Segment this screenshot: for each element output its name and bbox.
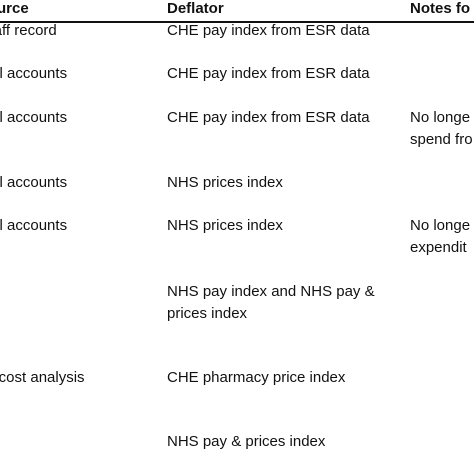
row-6-deflator-line-1: NHS pay index and NHS pay & xyxy=(167,283,375,300)
row-8-deflator: NHS pay & prices index xyxy=(167,433,326,450)
row-5-source: tional accounts xyxy=(0,217,68,234)
row-7-source: ition cost analysis xyxy=(0,369,85,386)
row-3-notes-line-2: spend fro xyxy=(410,131,473,148)
row-2-deflator: CHE pay index from ESR data xyxy=(167,65,370,82)
row-4-source: tional accounts xyxy=(0,174,68,191)
header-deflator: Deflator xyxy=(167,0,224,17)
row-3-notes-line-1: No longe xyxy=(410,109,471,126)
row-5-deflator: NHS prices index xyxy=(167,217,283,234)
row-6-deflator-line-2: prices index xyxy=(167,305,248,322)
row-1-deflator: CHE pay index from ESR data xyxy=(167,22,370,39)
row-1-source: ic staff record xyxy=(0,22,57,39)
row-3-deflator: CHE pay index from ESR data xyxy=(167,109,370,126)
row-7-deflator: CHE pharmacy price index xyxy=(167,369,346,386)
row-2-source: tional accounts xyxy=(0,65,68,82)
header-source: urce xyxy=(0,0,29,17)
row-5-notes-line-2: expendit xyxy=(410,239,467,256)
row-4-deflator: NHS prices index xyxy=(167,174,283,191)
header-notes: Notes fo xyxy=(410,0,470,17)
row-3-source: tional accounts xyxy=(0,109,68,126)
row-5-notes-line-1: No longe xyxy=(410,217,471,234)
header-divider xyxy=(0,21,474,23)
